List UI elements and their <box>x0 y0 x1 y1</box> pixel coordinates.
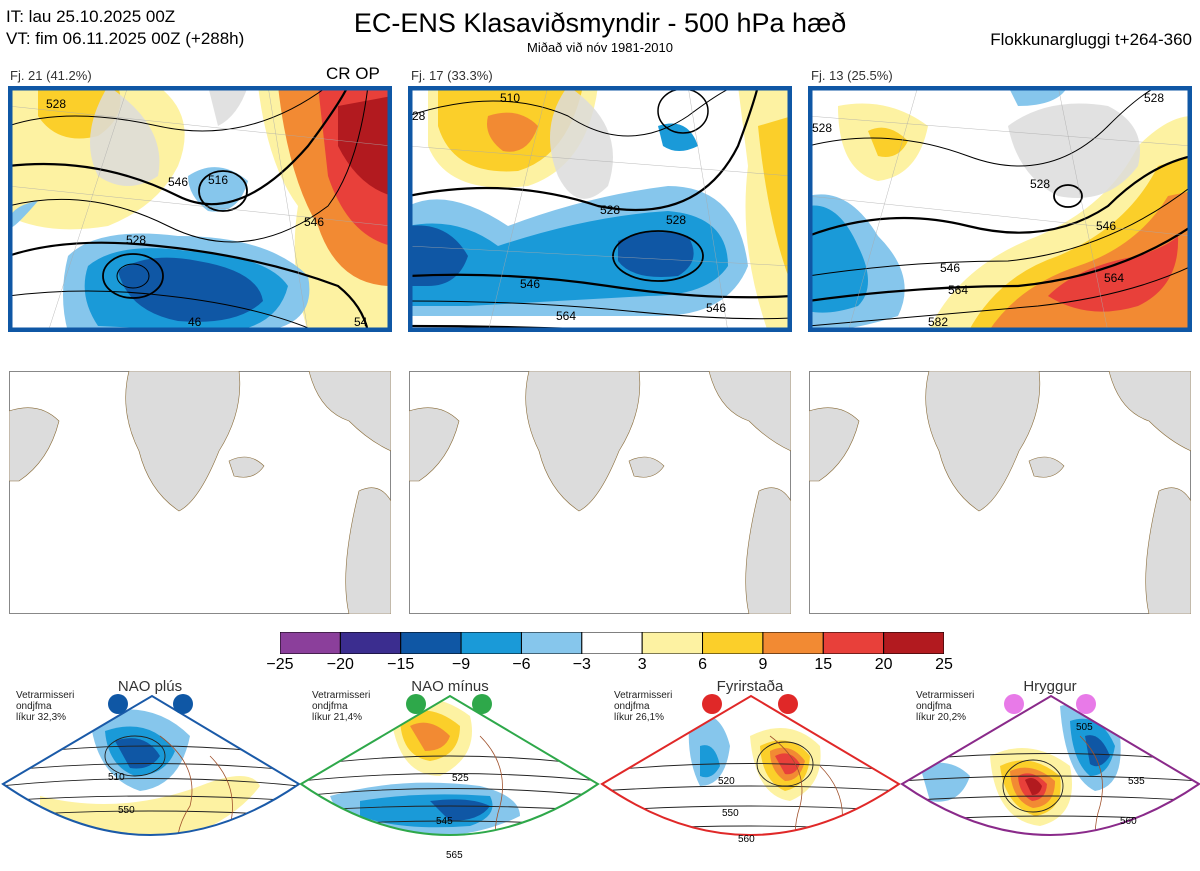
cluster-2-map: 28 528 528 546 564 546 510 <box>408 86 792 332</box>
regime-2-frame <box>299 694 600 836</box>
contour-label: 516 <box>208 173 228 187</box>
colorbar-tick-label: −25 <box>266 656 294 673</box>
contour-label: 564 <box>1104 271 1124 285</box>
valid-time: VT: fim 06.11.2025 00Z (+288h) <box>6 29 245 48</box>
contour-label: 546 <box>940 261 960 275</box>
regime-2-info: Vetrarmisseri ondjfma líkur 21,4% <box>312 690 371 723</box>
contour-label: 564 <box>948 283 968 297</box>
contour-label: 546 <box>304 215 324 229</box>
cluster-2-frame <box>408 86 792 332</box>
cluster-1-label: Fj. 21 (41.2%) <box>10 68 92 83</box>
classification-window: Flokkunargluggi t+264-360 <box>990 30 1192 49</box>
contour-label: 528 <box>600 203 620 217</box>
colorbar-tick-label: −9 <box>451 656 471 673</box>
colorbar-swatch <box>641 632 704 654</box>
colorbar-swatch <box>460 632 522 654</box>
blank-map-2 <box>409 371 791 614</box>
colorbar-swatch <box>520 632 583 654</box>
contour-label: 528 <box>1030 177 1050 191</box>
cluster-1-map: 528 546 528 516 46 546 54 <box>8 86 392 332</box>
contour-label: 546 <box>1096 219 1116 233</box>
header-info: IT: lau 25.10.2025 00Z VT: fim 06.11.202… <box>6 6 244 50</box>
regime-4-title: Hryggur <box>1023 678 1077 695</box>
colorbar-tick-label: 6 <box>698 656 707 673</box>
contour-label: 546 <box>706 301 726 315</box>
colorbar-tick-label: 15 <box>814 656 833 673</box>
regime-3-info: Vetrarmisseri ondjfma líkur 26,1% <box>614 690 673 723</box>
colorbar-tick-label: 25 <box>935 656 953 673</box>
colorbar-swatch <box>280 632 341 654</box>
initial-time: IT: lau 25.10.2025 00Z <box>6 7 176 26</box>
cluster-1-frame <box>8 86 392 332</box>
regime-4-dot <box>1076 694 1096 714</box>
regime-contour-label: 535 <box>1128 776 1145 787</box>
cluster-3-frame <box>808 86 1192 332</box>
blank-map-3 <box>809 371 1191 614</box>
regime-3-title: Fyrirstaða <box>716 678 784 695</box>
regime-3-frame <box>600 694 901 836</box>
regime-1-frame <box>1 694 301 836</box>
colorbar-tick-label: −6 <box>512 656 531 673</box>
colorbar-swatch <box>762 632 824 654</box>
contour-label: 582 <box>928 315 948 329</box>
colorbar-tick-label: 3 <box>637 656 647 673</box>
contour-label: 510 <box>500 91 520 105</box>
contour-label: 28 <box>412 109 426 123</box>
regime-1-title: NAO plús <box>117 678 183 695</box>
cluster-2-label: Fj. 17 (33.3%) <box>411 68 493 83</box>
regime-contour-label: 545 <box>436 816 453 827</box>
colorbar-swatch <box>822 632 885 654</box>
regime-panels: 510 550 525 545 565 <box>1 694 1200 861</box>
colorbar-tick-label: 9 <box>758 656 768 673</box>
colorbar-tick-label: −20 <box>326 656 354 673</box>
regime-1-info: Vetrarmisseri ondjfma líkur 32,3% <box>16 690 75 723</box>
regime-contour-label: 550 <box>722 808 739 819</box>
colorbar-tick-label: −15 <box>387 656 415 673</box>
regime-contour-label: 520 <box>718 776 735 787</box>
page-subtitle: Miðað við nóv 1981-2010 <box>527 40 673 55</box>
contour-label: 528 <box>1144 91 1164 105</box>
cluster-3-label: Fj. 13 (25.5%) <box>811 68 893 83</box>
colorbar-swatch <box>883 632 944 654</box>
regime-contour-label: 505 <box>1076 722 1093 733</box>
contour-label: 46 <box>188 315 202 329</box>
contour-label: 528 <box>126 233 146 247</box>
blank-map-1 <box>9 371 391 614</box>
regime-contour-label: 525 <box>452 773 469 784</box>
colorbar-swatch <box>581 632 643 654</box>
contour-label: 528 <box>666 213 686 227</box>
contour-label: 546 <box>520 277 540 291</box>
page-title: EC-ENS Klasaviðsmyndir - 500 hPa hæð <box>353 8 847 38</box>
colorbar <box>280 632 944 654</box>
regime-3-dot <box>778 694 798 714</box>
cluster-1-tag: CR OP <box>326 64 380 83</box>
regime-3-dot <box>702 694 722 714</box>
cluster-3-map: 528 528 546 564 582 564 546 528 <box>808 86 1192 332</box>
regime-contour-label: 560 <box>738 834 755 845</box>
colorbar-swatch <box>339 632 402 654</box>
regime-4-dot <box>1004 694 1024 714</box>
contour-label: 528 <box>812 121 832 135</box>
colorbar-tick-label: 20 <box>874 656 893 673</box>
regime-1-dot <box>173 694 193 714</box>
regime-contour-label: 560 <box>1120 816 1137 827</box>
regime-contour-label: 510 <box>108 772 125 783</box>
contour-label: 546 <box>168 175 188 189</box>
colorbar-swatch <box>702 632 764 654</box>
regime-1-dot <box>108 694 128 714</box>
contour-label: 528 <box>46 97 66 111</box>
regime-4-frame <box>900 694 1200 836</box>
contour-label: 564 <box>556 309 576 323</box>
regime-contour-label: 550 <box>118 805 135 816</box>
regime-2-dot <box>406 694 426 714</box>
regime-4-info: Vetrarmisseri ondjfma líkur 20,2% <box>916 690 975 723</box>
contour-label: 54 <box>354 315 368 329</box>
regime-2-dot <box>472 694 492 714</box>
colorbar-tick-label: −3 <box>572 656 591 673</box>
regime-contour-label: 565 <box>446 850 463 861</box>
colorbar-swatch <box>400 632 462 654</box>
regime-2-title: NAO mínus <box>411 678 489 695</box>
